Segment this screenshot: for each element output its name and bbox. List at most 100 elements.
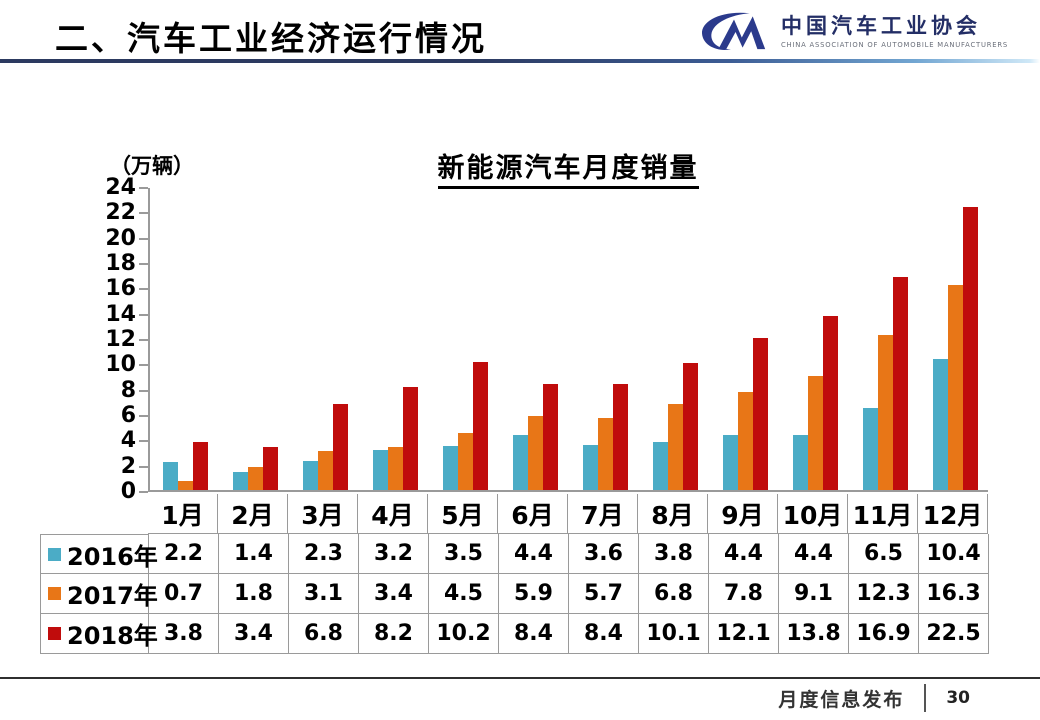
bar-group-6月 — [500, 188, 570, 490]
header-divider — [0, 59, 1040, 63]
chart-title: 新能源汽车月度销量 — [437, 146, 699, 189]
bar-2016年-1月 — [162, 462, 178, 490]
bar-group-2月 — [220, 188, 290, 490]
value-cell: 8.4 — [499, 614, 569, 654]
bar-2016年-8月 — [652, 442, 668, 490]
month-cell: 11月 — [848, 494, 918, 534]
bar-2016年-12月 — [932, 359, 948, 490]
y-axis-labels: 0 2 4 6 8 10 12 14 16 18 20 22 24 — [92, 177, 140, 503]
legend-swatch-icon — [48, 547, 61, 561]
y-tick-label: 12 — [105, 327, 136, 352]
logo-text: 中国汽车工业协会 CHINA ASSOCIATION OF AUTOMOBILE… — [781, 14, 1008, 49]
value-cell: 1.8 — [219, 574, 289, 614]
bar-group-3月 — [290, 188, 360, 490]
cam-logo-icon — [701, 12, 766, 50]
value-cell: 4.4 — [499, 534, 569, 574]
y-tick-mark — [139, 415, 148, 417]
logo-name-en: CHINA ASSOCIATION OF AUTOMOBILE MANUFACT… — [781, 40, 1008, 49]
bar-2017年-9月 — [737, 391, 753, 490]
bar-2018年-8月 — [682, 362, 698, 490]
row-label-cell: 2018年 — [41, 614, 158, 654]
value-cell: 4.4 — [779, 534, 849, 574]
value-cell: 3.6 — [569, 534, 639, 574]
bar-2018年-9月 — [752, 337, 768, 490]
legend-swatch-icon — [48, 627, 61, 640]
month-cell: 6月 — [498, 494, 568, 534]
chart-title-wrap: 新能源汽车月度销量 — [148, 146, 988, 189]
bar-2018年-3月 — [332, 404, 348, 490]
bar-2018年-2月 — [262, 447, 278, 490]
data-table: 2016年 2.2 1.4 2.3 3.2 3.5 4.4 3.6 3.8 4.4 4.4 6.5 10… — [40, 534, 989, 654]
bar-group-8月 — [640, 188, 710, 490]
bar-2017年-3月 — [317, 451, 333, 490]
row-label-cell: 2016年 — [41, 534, 158, 574]
bar-2016年-10月 — [792, 434, 808, 490]
logo-name-cn: 中国汽车工业协会 — [781, 14, 981, 39]
month-cell: 1月 — [148, 494, 218, 534]
y-tick-mark — [139, 288, 148, 291]
y-tick-mark — [139, 237, 148, 240]
bar-2017年-12月 — [947, 284, 963, 490]
logo: 中国汽车工业协会 CHINA ASSOCIATION OF AUTOMOBILE… — [695, 8, 1008, 56]
y-tick-mark — [139, 313, 148, 316]
y-tick-label: 10 — [105, 352, 136, 378]
bar-2018年-1月 — [192, 442, 208, 490]
value-cell: 6.8 — [639, 574, 709, 614]
month-cell: 7月 — [568, 494, 638, 534]
footer-label: 月度信息发布 — [778, 688, 905, 711]
bar-2016年-11月 — [862, 408, 878, 490]
bar-2016年-5月 — [442, 445, 458, 490]
value-cell: 10.2 — [429, 614, 499, 654]
value-cell: 9.1 — [779, 574, 849, 614]
value-cell: 16.9 — [849, 614, 919, 654]
series-name: 2016年 — [67, 542, 158, 571]
bar-2018年-11月 — [892, 277, 908, 490]
month-cell: 3月 — [288, 494, 358, 534]
y-tick-label: 6 — [120, 403, 136, 428]
bar-group-7月 — [570, 188, 640, 490]
plot-area — [139, 187, 990, 493]
month-cell: 2月 — [218, 494, 288, 534]
y-tick-mark — [139, 364, 148, 367]
footer-page-number: 30 — [946, 688, 970, 708]
value-cell: 8.4 — [569, 614, 639, 654]
value-cell: 3.8 — [639, 534, 709, 574]
value-cell: 10.1 — [639, 614, 709, 654]
y-axis-unit-label: （万辆） — [110, 154, 194, 178]
value-cell: 12.3 — [849, 574, 919, 614]
bar-group-12月 — [920, 188, 990, 490]
y-tick-label: 18 — [105, 251, 136, 276]
series-name: 2017年 — [67, 582, 158, 610]
bar-2016年-4月 — [372, 449, 388, 490]
bar-group-11月 — [850, 188, 920, 490]
bar-2017年-7月 — [597, 418, 613, 490]
y-tick-mark — [139, 339, 148, 341]
y-tick-mark — [139, 389, 148, 392]
bar-2017年-4月 — [387, 447, 403, 490]
bar-2017年-5月 — [457, 433, 473, 490]
value-cell: 4.4 — [709, 534, 779, 574]
y-tick-mark — [139, 187, 148, 189]
bar-2017年-1月 — [177, 481, 193, 490]
value-cell: 22.5 — [919, 614, 989, 654]
y-tick-label: 8 — [120, 377, 136, 403]
value-cell: 5.9 — [499, 574, 569, 614]
bar-group-4月 — [360, 188, 430, 490]
value-cell: 12.1 — [709, 614, 779, 654]
value-cell: 3.8 — [149, 614, 219, 654]
value-cell: 3.4 — [359, 574, 429, 614]
y-tick-label: 14 — [105, 301, 136, 327]
bar-group-5月 — [430, 188, 500, 490]
value-cell: 6.5 — [849, 534, 919, 574]
y-tick-label: 16 — [105, 276, 136, 302]
value-cell: 10.4 — [919, 534, 989, 574]
bar-2016年-3月 — [302, 461, 318, 490]
table-row-2017年: 2017年 0.7 1.8 3.1 3.4 4.5 5.9 5.7 6.8 7.8 9.1 12.3 1… — [41, 574, 989, 614]
value-cell: 16.3 — [919, 574, 989, 614]
bar-2018年-5月 — [472, 361, 488, 490]
series-name: 2018年 — [67, 622, 158, 650]
footer-divider — [924, 684, 927, 712]
y-tick-label: 22 — [105, 200, 136, 226]
y-tick-mark — [139, 263, 148, 265]
bar-2017年-2月 — [247, 467, 263, 490]
